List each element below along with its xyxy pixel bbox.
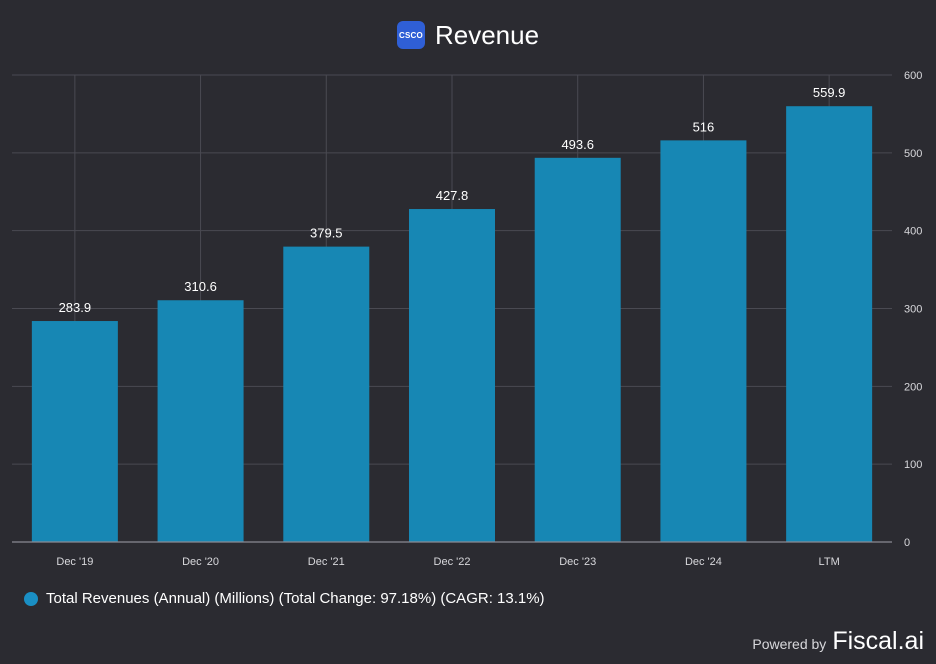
x-tick-label: Dec '23	[559, 556, 596, 568]
bar-value-label: 427.8	[436, 188, 469, 203]
y-tick-label: 200	[904, 381, 922, 393]
bar	[409, 209, 495, 543]
y-tick-label: 300	[904, 304, 922, 316]
brand-logo: Fiscal.ai	[832, 627, 924, 655]
company-logo-icon: CSCO	[396, 21, 425, 49]
x-tick-label: LTM	[819, 556, 840, 568]
y-tick-label: 400	[904, 226, 922, 238]
bar-value-label: 379.5	[310, 226, 343, 241]
bar	[157, 300, 244, 542]
company-logo-text: CSCO	[398, 30, 423, 40]
bar-value-label: 493.6	[561, 137, 594, 152]
y-tick-label: 500	[904, 148, 922, 160]
x-tick-label: Dec '21	[308, 556, 345, 568]
x-tick-label: Dec '24	[685, 556, 722, 568]
y-tick-label: 100	[904, 459, 922, 471]
x-tick-label: Dec '19	[56, 556, 93, 568]
bar	[534, 157, 621, 542]
bar-value-label: 310.6	[184, 279, 217, 294]
y-tick-label: 0	[904, 537, 910, 549]
attribution[interactable]: Powered by Fiscal.ai	[752, 627, 924, 656]
bar-value-label: 283.9	[59, 300, 92, 315]
bar	[283, 246, 370, 542]
legend-marker-icon	[24, 591, 38, 606]
bar-value-label: 516	[693, 119, 715, 134]
chart-legend[interactable]: Total Revenues (Annual) (Millions) (Tota…	[24, 590, 545, 607]
y-tick-label: 600	[904, 70, 922, 82]
bar	[31, 321, 118, 542]
bar-value-label: 559.9	[813, 85, 846, 100]
chart-header: CSCO Revenue	[0, 14, 936, 56]
revenue-bar-chart: 0 100 200 300 400 500 600 283.9 Dec '19 310.6 Dec …	[12, 70, 922, 568]
chart-title: Revenue	[434, 19, 540, 50]
bar	[660, 140, 747, 542]
x-tick-label: Dec '22	[434, 556, 471, 568]
x-tick-label: Dec '20	[182, 556, 219, 568]
legend-label: Total Revenues (Annual) (Millions) (Tota…	[46, 590, 545, 607]
bar	[786, 106, 873, 542]
powered-by-text: Powered by	[752, 636, 827, 652]
